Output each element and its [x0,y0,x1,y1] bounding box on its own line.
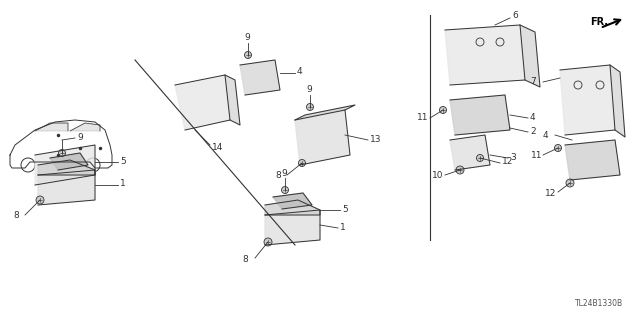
Text: 1: 1 [340,222,346,232]
Circle shape [298,160,305,167]
Polygon shape [240,60,280,95]
Polygon shape [35,123,68,131]
Text: 9: 9 [77,132,83,142]
Text: TL24B1330B: TL24B1330B [575,299,623,308]
Text: 11: 11 [417,114,429,122]
Polygon shape [38,160,95,175]
Text: 9: 9 [244,33,250,42]
Text: FR.: FR. [590,17,608,27]
Text: 9: 9 [281,168,287,177]
Polygon shape [50,153,88,170]
Text: 6: 6 [512,11,518,20]
Polygon shape [265,210,320,245]
Circle shape [58,150,65,157]
Polygon shape [295,110,350,165]
Circle shape [282,187,289,194]
Circle shape [264,238,272,246]
Polygon shape [610,65,625,137]
Circle shape [566,179,574,187]
Circle shape [477,154,483,161]
Text: 13: 13 [370,135,381,144]
Polygon shape [560,65,615,135]
Polygon shape [520,25,540,87]
Text: 14: 14 [212,143,223,152]
Text: 12: 12 [502,158,513,167]
Polygon shape [445,25,525,85]
Circle shape [307,103,314,110]
Text: 9: 9 [306,85,312,94]
Text: 3: 3 [510,152,516,161]
Circle shape [456,166,464,174]
Circle shape [554,145,561,152]
Polygon shape [225,75,240,125]
Polygon shape [273,193,312,209]
Polygon shape [450,95,510,135]
Circle shape [440,107,447,114]
Polygon shape [70,123,100,131]
Text: 4: 4 [530,113,536,122]
Text: 2: 2 [530,127,536,136]
Text: 1: 1 [120,179,125,188]
Text: 7: 7 [530,78,536,86]
Polygon shape [35,145,95,185]
Text: 11: 11 [531,151,543,160]
Text: 8: 8 [242,256,248,264]
Polygon shape [265,200,320,215]
Polygon shape [565,140,620,180]
Circle shape [244,51,252,58]
Text: 8: 8 [13,211,19,220]
Polygon shape [450,135,490,170]
Text: 12: 12 [545,189,556,198]
Circle shape [36,196,44,204]
Text: 5: 5 [342,204,348,213]
Text: 4: 4 [543,130,548,139]
Polygon shape [175,75,230,130]
Polygon shape [295,105,355,120]
Polygon shape [38,170,95,205]
Text: 8: 8 [275,170,281,180]
Text: 10: 10 [432,170,444,180]
Text: 4: 4 [297,68,303,77]
Text: 5: 5 [120,157,125,166]
